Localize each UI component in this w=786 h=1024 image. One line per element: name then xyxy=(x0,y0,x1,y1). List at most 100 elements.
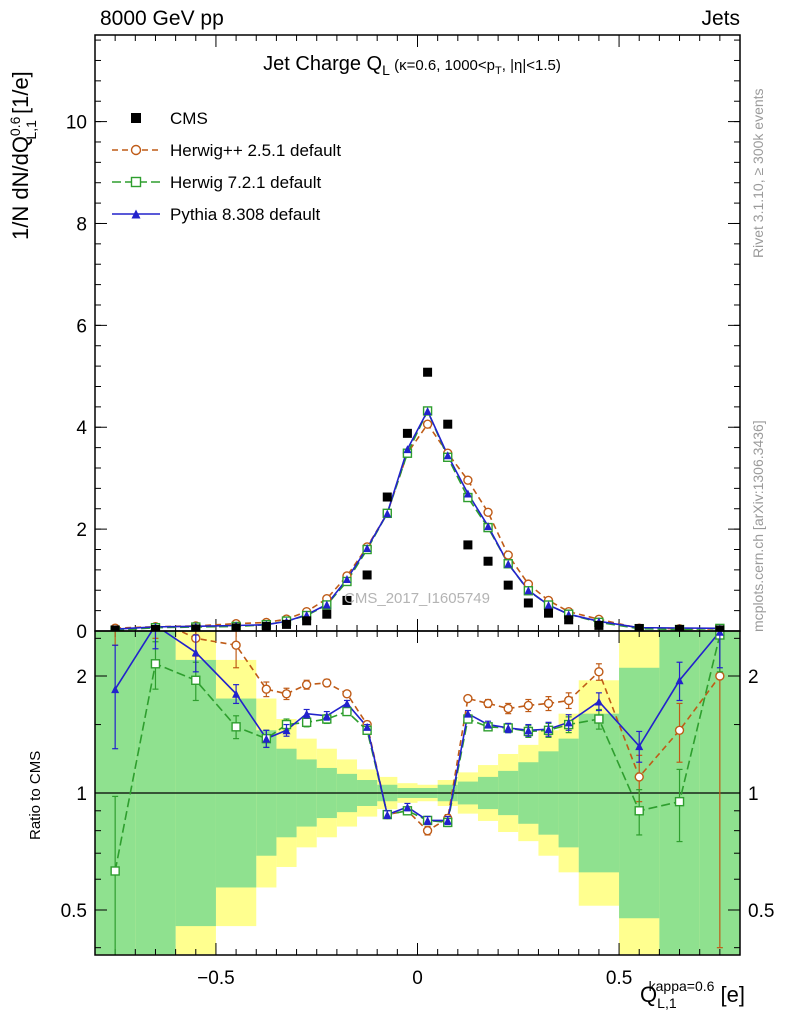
ratio-y-axis-title: Ratio to CMS xyxy=(27,751,44,840)
herwigpp-marker xyxy=(322,678,332,688)
herwigpp-marker xyxy=(634,772,644,782)
herwigpp-marker xyxy=(281,689,292,699)
axes-ticks xyxy=(94,35,741,955)
herwigpp-marker xyxy=(261,684,272,694)
pythia8-marker xyxy=(635,742,644,751)
tick-label: 0.5 xyxy=(606,968,632,989)
herwigpp-marker xyxy=(422,419,433,429)
pythia8-marker xyxy=(363,722,372,731)
main-series xyxy=(110,367,725,631)
cms-marker xyxy=(715,625,725,631)
tick-label: 2 xyxy=(748,667,759,688)
cms-marker xyxy=(523,598,533,608)
pythia8-marker xyxy=(322,600,331,609)
pythia8-marker xyxy=(403,445,412,454)
pythia8-marker xyxy=(282,726,291,735)
cms-marker xyxy=(483,556,493,566)
ratio-panel-frame xyxy=(94,630,741,956)
tick-label: 2 xyxy=(76,520,87,541)
herwig7-marker xyxy=(191,675,201,685)
cms-marker xyxy=(675,624,685,631)
tick-labels: −0.5 0 0.5 0 2 4 6 8 10 0.5 0.5 1 1 2 2 xyxy=(61,113,775,989)
cms-marker xyxy=(544,608,554,618)
cms-marker xyxy=(131,113,141,123)
cms-marker xyxy=(382,492,392,502)
pythia8-marker xyxy=(232,689,241,698)
herwig7-marker xyxy=(634,806,644,816)
legend-label: Pythia 8.308 default xyxy=(170,205,321,224)
cms-marker xyxy=(564,615,574,625)
pythia8-marker xyxy=(463,489,472,498)
herwigpp-marker xyxy=(483,507,493,518)
legend-item-cms: CMS xyxy=(131,109,208,128)
herwig7-marker xyxy=(674,796,685,807)
legend-label: Herwig 7.2.1 default xyxy=(170,173,321,192)
herwig7-marker xyxy=(342,706,352,717)
legend-item-pythia8: Pythia 8.308 default xyxy=(112,205,321,224)
pythia8-marker xyxy=(363,543,372,552)
pythia8-marker xyxy=(544,725,553,734)
pythia8-marker xyxy=(524,586,533,595)
tick-label: 8 xyxy=(76,214,87,235)
herwigpp-marker xyxy=(463,693,473,704)
main-y-axis-title: 1/N dN/dQ0.6L,1 [1/e] xyxy=(7,71,39,240)
panel-frames xyxy=(94,34,741,956)
pythia8-marker xyxy=(564,718,573,727)
cms-marker xyxy=(463,540,473,550)
herwigpp-marker xyxy=(594,667,604,677)
pythia8-marker xyxy=(484,522,493,531)
pythia8-marker xyxy=(594,697,603,706)
legend-label: Herwig++ 2.5.1 default xyxy=(170,141,341,160)
herwig7-marker xyxy=(130,176,142,188)
cms-marker xyxy=(634,623,644,631)
pythia8-marker xyxy=(131,209,141,219)
pythia8-marker xyxy=(191,648,200,657)
herwigpp-marker xyxy=(674,725,685,735)
cms-marker xyxy=(302,616,312,626)
cms-marker xyxy=(594,620,604,630)
cms-marker xyxy=(423,367,433,377)
herwigpp-marker xyxy=(523,700,534,711)
tick-label: 4 xyxy=(76,418,87,439)
pythia8-marker xyxy=(484,720,493,729)
herwig7-marker xyxy=(594,714,604,724)
cms-marker xyxy=(150,624,160,631)
tick-label: 10 xyxy=(66,113,87,134)
herwigpp-marker xyxy=(422,825,433,836)
herwig7-marker xyxy=(110,866,120,876)
pythia8-marker xyxy=(423,406,432,415)
header-analysis-type: Jets xyxy=(701,7,740,30)
pythia8-marker xyxy=(443,816,452,825)
herwigpp-marker xyxy=(543,698,554,709)
pythia8-marker xyxy=(504,559,513,568)
cms-marker xyxy=(402,428,412,438)
cms-marker xyxy=(191,624,201,631)
herwigpp-marker xyxy=(130,144,142,156)
pythia8-marker xyxy=(403,803,412,812)
pythia8-marker xyxy=(544,601,553,610)
herwigpp-marker xyxy=(503,550,513,560)
herwigpp-marker xyxy=(231,640,241,650)
tick-label: 0 xyxy=(76,622,87,643)
rivet-version-note: Rivet 3.1.10, ≥ 300k events xyxy=(750,88,766,258)
legend-label: CMS xyxy=(170,109,208,128)
cms-marker xyxy=(322,609,332,619)
herwigpp-marker xyxy=(463,475,473,485)
herwigpp-line-main xyxy=(115,422,720,630)
herwigpp-marker xyxy=(301,679,312,690)
plot-title: Jet Charge QL (κ=0.6, 1000<pT, |η|<1.5) xyxy=(263,53,561,78)
pythia8-marker xyxy=(504,723,513,732)
herwigpp-marker xyxy=(111,615,119,623)
tick-label: −0.5 xyxy=(197,968,235,989)
pythia8-marker xyxy=(524,726,533,735)
pythia8-line-ratio xyxy=(114,631,721,822)
tick-label: 1 xyxy=(76,784,87,805)
mcplots-arxiv-note: mcplots.cern.ch [arXiv:1306.3436] xyxy=(750,420,766,632)
watermark-analysis-id: CMS_2017_I1605749 xyxy=(344,590,490,607)
herwigpp-marker xyxy=(483,698,493,709)
cms-marker xyxy=(503,580,513,590)
tick-label: 6 xyxy=(76,316,87,337)
pythia8-marker xyxy=(302,709,311,718)
